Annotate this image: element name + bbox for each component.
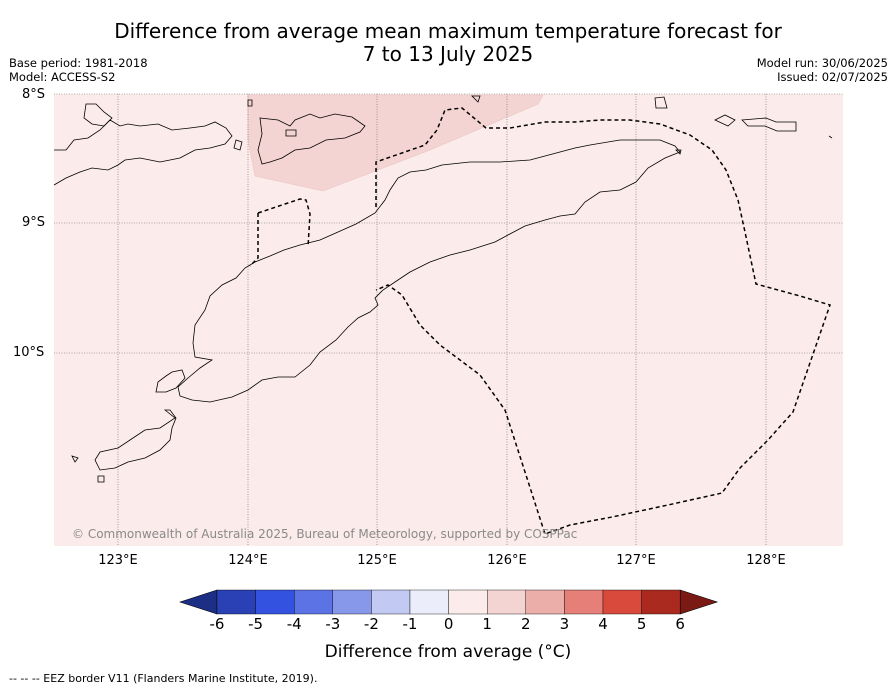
meta-right: Model run: 30/06/2025 Issued: 02/07/2025 xyxy=(757,56,888,84)
colorbar-tick: 0 xyxy=(443,615,454,633)
coastline xyxy=(53,95,833,483)
colorbar-tick: -2 xyxy=(363,615,379,633)
title-line-2: 7 to 13 July 2025 xyxy=(362,42,534,66)
colorbar-bin xyxy=(332,589,372,615)
colorbar-bin xyxy=(525,589,565,615)
colorbar xyxy=(179,589,719,615)
graticule xyxy=(54,93,843,546)
map-title: Difference from average mean maximum tem… xyxy=(0,20,896,66)
anomaly-field xyxy=(54,94,843,546)
title-line-1: Difference from average mean maximum tem… xyxy=(114,19,782,43)
colorbar-tick: -6 xyxy=(209,615,225,633)
colorbar-extend-high xyxy=(679,589,719,615)
meta-left: Base period: 1981-2018 Model: ACCESS-S2 xyxy=(9,56,148,84)
lon-label-127e: 127°E xyxy=(616,553,656,568)
model-run: Model run: 30/06/2025 xyxy=(756,56,888,70)
colorbar-tick: 3 xyxy=(559,615,570,633)
colorbar-tick: 2 xyxy=(521,615,531,633)
colorbar-bin xyxy=(294,589,334,615)
colorbar-bin xyxy=(641,589,681,615)
lat-label-10s: 10°S xyxy=(13,345,45,360)
colorbar-tick: -4 xyxy=(286,615,302,633)
colorbar-bin xyxy=(602,589,642,615)
copyright-notice: © Commonwealth of Australia 2025, Bureau… xyxy=(72,527,578,541)
lon-label-126e: 126°E xyxy=(487,553,527,568)
base-period: Base period: 1981-2018 xyxy=(9,56,148,70)
colorbar-bin xyxy=(371,589,411,615)
lon-label-125e: 125°E xyxy=(357,553,397,568)
eez-legend-note: -- -- -- EEZ border V11 (Flanders Marine… xyxy=(9,672,318,685)
colorbar-bin xyxy=(564,589,604,615)
colorbar-tick: 6 xyxy=(675,615,685,633)
model-name: Model: ACCESS-S2 xyxy=(9,70,116,84)
lon-label-124e: 124°E xyxy=(228,553,268,568)
colorbar-tick: -3 xyxy=(325,615,341,633)
lat-label-9s: 9°S xyxy=(22,215,46,230)
issued-date: Issued: 02/07/2025 xyxy=(777,70,888,84)
eez-border xyxy=(249,107,831,535)
colorbar-tick: -5 xyxy=(248,615,264,633)
colorbar-title: Difference from average (°C) xyxy=(324,642,572,662)
lon-label-123e: 123°E xyxy=(98,553,138,568)
lat-label-8s: 8°S xyxy=(22,87,46,102)
colorbar-extend-low xyxy=(179,589,218,615)
colorbar-bin xyxy=(487,589,527,615)
colorbar-tick: 5 xyxy=(636,615,647,633)
colorbar-bin xyxy=(255,589,295,615)
colorbar-bin xyxy=(448,589,488,615)
colorbar-bin xyxy=(216,589,256,615)
colorbar-tick: -1 xyxy=(402,615,418,633)
lon-label-128e: 128°E xyxy=(746,553,786,568)
colorbar-bin xyxy=(409,589,449,615)
colorbar-tick: 4 xyxy=(598,615,608,633)
colorbar-tick: 1 xyxy=(482,615,492,633)
